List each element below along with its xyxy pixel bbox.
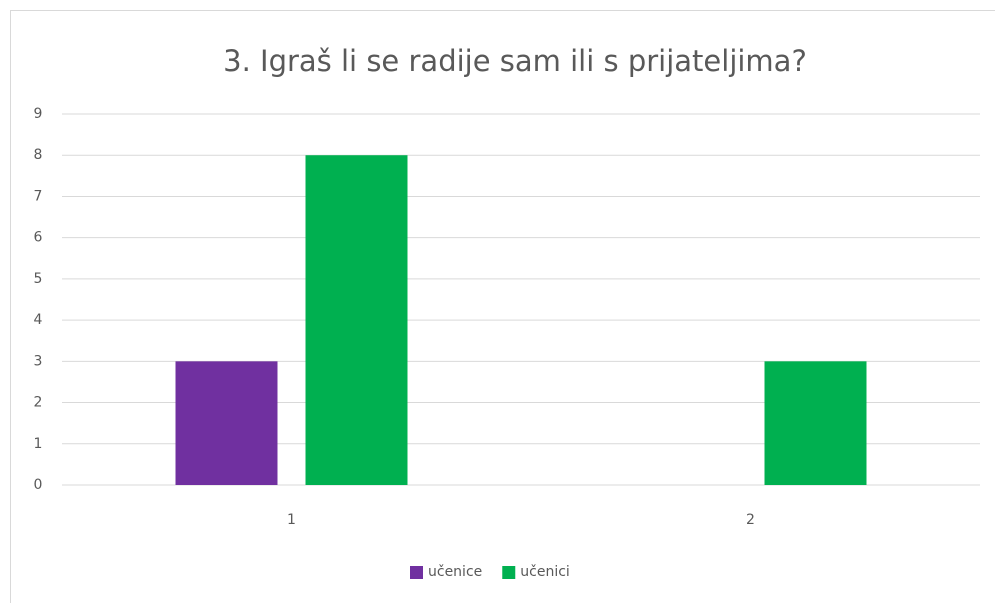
y-tick-label: 5	[34, 271, 43, 287]
legend-swatch	[410, 566, 423, 579]
y-tick-label: 1	[34, 436, 43, 452]
x-tick-label: 2	[746, 512, 755, 528]
x-tick-label: 1	[287, 512, 296, 528]
y-tick-label: 2	[34, 395, 43, 411]
bar	[764, 361, 867, 485]
y-tick-label: 3	[34, 353, 43, 369]
y-tick-label: 9	[34, 106, 43, 122]
y-tick-label: 4	[34, 312, 43, 328]
legend-label: učenici	[520, 564, 570, 580]
y-tick-label: 7	[34, 188, 43, 204]
bar	[175, 361, 278, 485]
y-tick-label: 0	[34, 477, 43, 493]
legend-label: učenice	[428, 564, 482, 580]
y-tick-label: 6	[34, 230, 43, 246]
legend-swatch	[502, 566, 516, 579]
chart-border	[10, 10, 995, 603]
bar	[305, 155, 408, 485]
y-tick-label: 8	[34, 147, 43, 163]
chart-title: 3. Igraš li se radije sam ili s prijatel…	[223, 44, 807, 78]
